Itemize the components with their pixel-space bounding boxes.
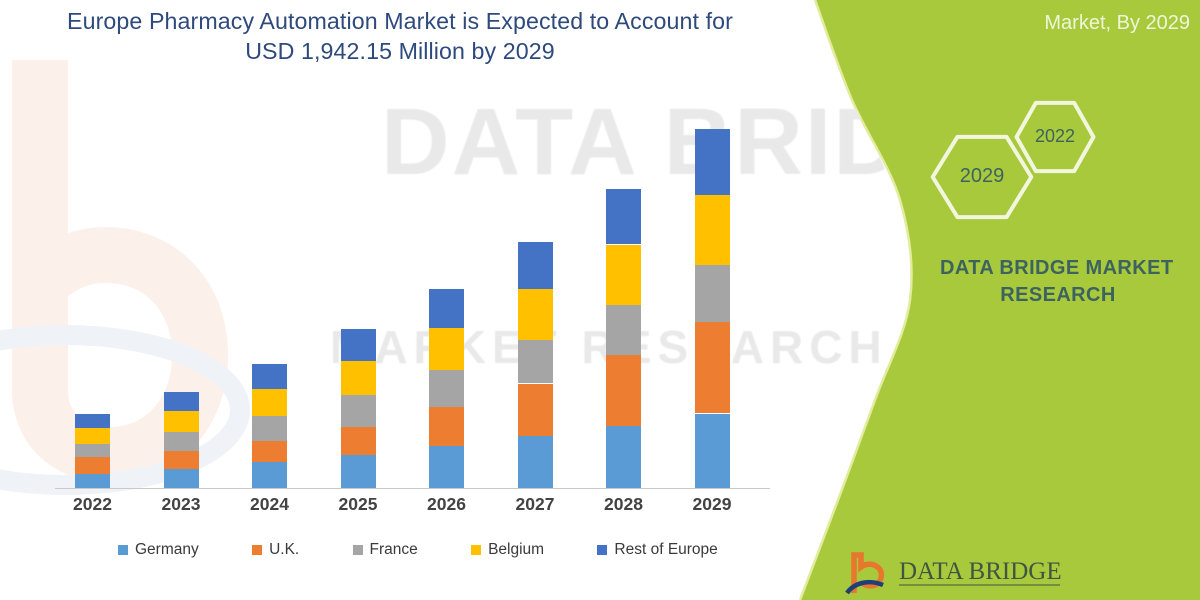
svg-text:2022: 2022	[1035, 126, 1075, 146]
svg-text:2029: 2029	[960, 165, 1005, 187]
svg-text:DATA BRIDGE: DATA BRIDGE	[899, 558, 1062, 585]
